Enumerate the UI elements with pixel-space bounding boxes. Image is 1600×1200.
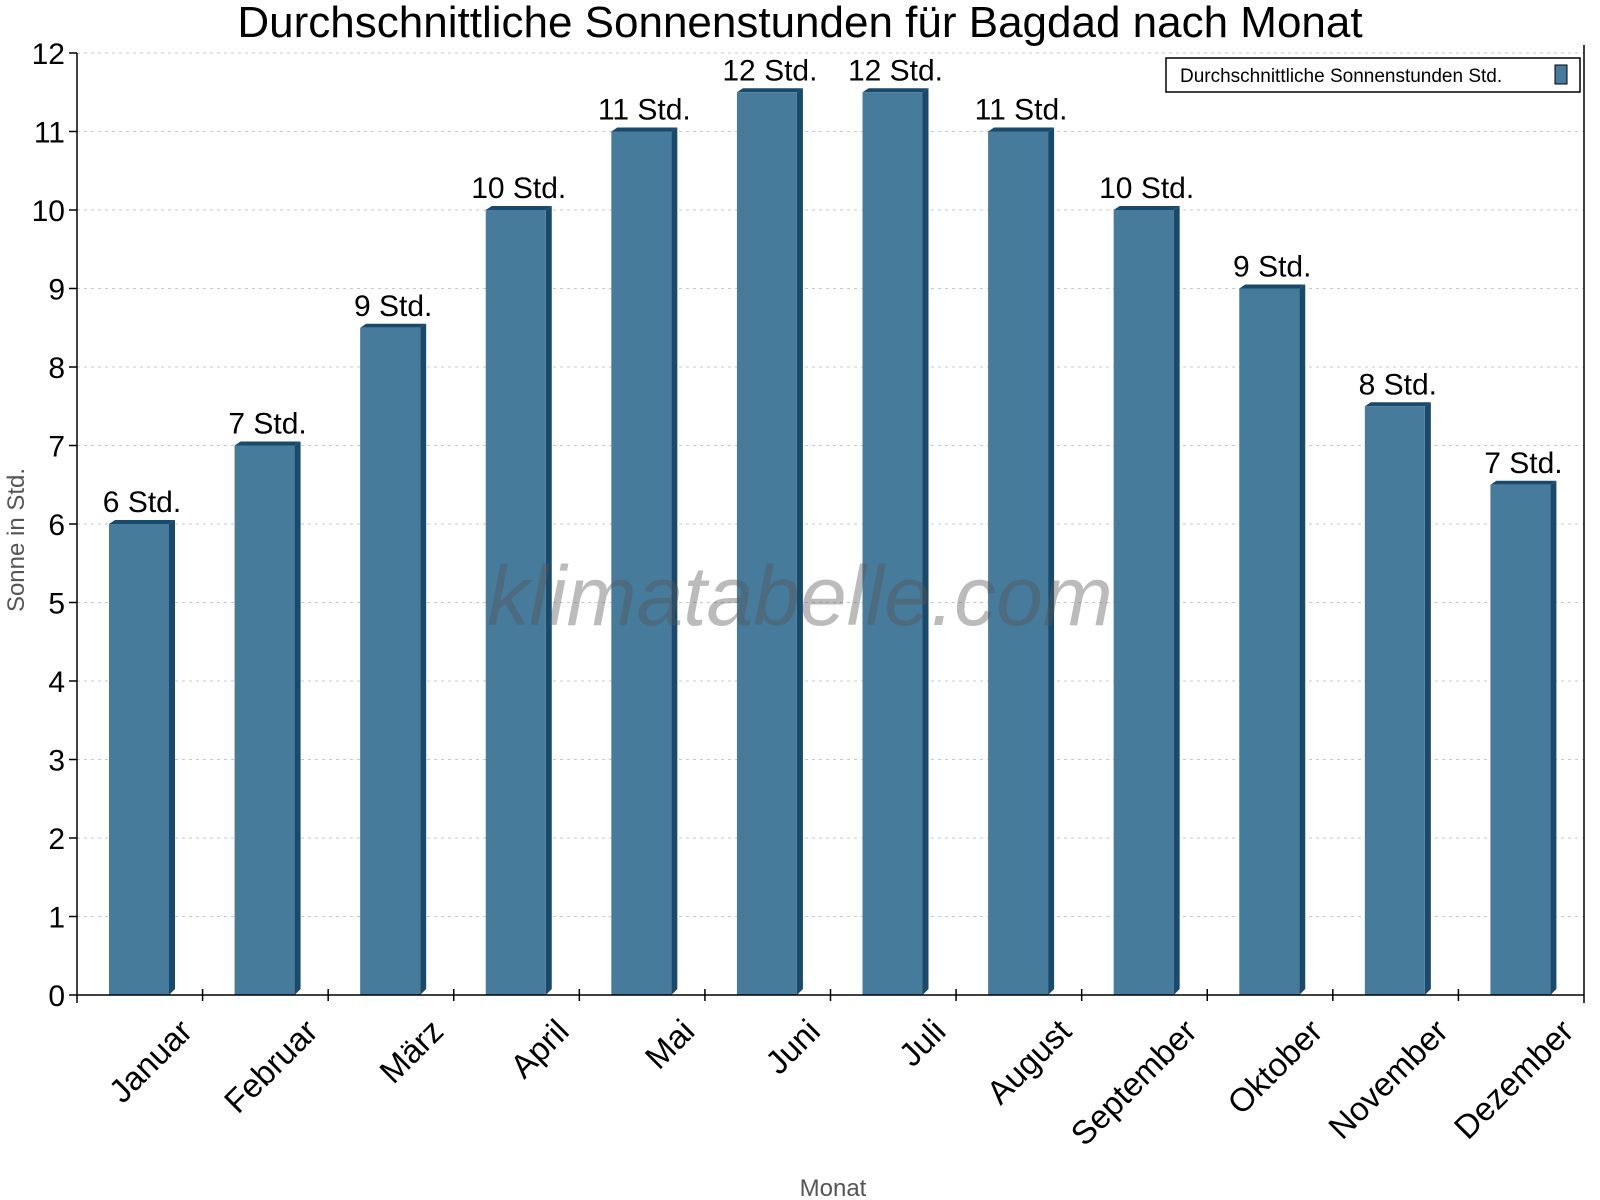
legend-box [1165, 57, 1581, 93]
watermark: klimatabelle.com [487, 549, 1113, 643]
bar [1364, 406, 1425, 995]
x-tick-label: Mai [638, 1012, 702, 1076]
data-label: 11 Std. [598, 94, 691, 127]
bar-side [420, 323, 427, 995]
bar-side [169, 520, 175, 995]
bar [1239, 288, 1300, 995]
bar [862, 92, 923, 995]
x-tick-label: Februar [217, 1012, 325, 1120]
bar [109, 524, 169, 995]
bar-side [922, 88, 929, 995]
data-label: 6 Std. [103, 486, 181, 519]
bar [485, 210, 546, 995]
y-tick-label: 1 [48, 902, 65, 935]
bar [1113, 210, 1174, 995]
bar-side [294, 441, 301, 995]
x-tick-label: März [372, 1012, 450, 1090]
data-label: 12 Std. [722, 54, 817, 87]
legend: Durchschnittliche Sonnenstunden Std. [1165, 57, 1581, 93]
data-label: 10 Std. [471, 172, 566, 205]
y-tick-label: 9 [48, 274, 65, 307]
bar-side [671, 127, 678, 995]
bar-top [1113, 206, 1180, 210]
bar-side [796, 88, 803, 995]
y-tick-label: 8 [48, 352, 65, 385]
bar [1490, 484, 1551, 995]
y-tick-label: 0 [48, 980, 65, 1013]
data-label: 11 Std. [975, 94, 1068, 127]
data-label: 12 Std. [848, 54, 943, 87]
y-tick-label: 7 [48, 431, 65, 464]
bar-top [862, 88, 929, 93]
x-tick-label: Januar [102, 1012, 200, 1110]
y-tick-label: 6 [48, 509, 65, 542]
y-tick-label: 4 [48, 666, 65, 699]
bar-side [1048, 127, 1055, 995]
x-tick-label: November [1321, 1012, 1455, 1146]
x-tick-label: Dezember [1447, 1012, 1581, 1146]
data-label: 9 Std. [354, 290, 432, 323]
bar-top [1239, 284, 1306, 289]
x-tick-label: Juni [758, 1012, 827, 1081]
bar-top [485, 206, 552, 210]
x-tick-label: April [503, 1012, 576, 1085]
x-tick-label: September [1063, 1012, 1203, 1152]
bar [360, 327, 421, 995]
y-tick-label: 11 [34, 117, 65, 150]
x-tick-label: Juli [891, 1012, 952, 1073]
bar-top [109, 520, 175, 524]
data-label: 9 Std. [1233, 251, 1311, 284]
bar-top [1490, 480, 1557, 485]
y-tick-label: 10 [32, 195, 65, 228]
data-label: 7 Std. [228, 408, 306, 441]
bars [109, 88, 1557, 995]
bar-side [1550, 480, 1557, 995]
bar [611, 131, 672, 995]
legend-label: Durchschnittliche Sonnenstunden Std. [1180, 66, 1502, 87]
bar-top [611, 127, 678, 132]
data-labels: 6 Std. 7 Std. 9 Std. 10 Std. 11 Std. 12 Std. 1… [103, 54, 1563, 519]
data-label: 7 Std. [1484, 447, 1562, 480]
bar-top [988, 127, 1055, 132]
x-tick-label: August [979, 1012, 1078, 1111]
bar-side [1299, 284, 1306, 995]
bar-side [545, 206, 552, 995]
bar-top [234, 441, 301, 446]
bar-top [1364, 402, 1431, 407]
bar [988, 131, 1049, 995]
data-label: 10 Std. [1099, 172, 1194, 205]
bar-side [1424, 402, 1431, 995]
y-tick-label: 2 [48, 823, 65, 856]
bar [234, 445, 295, 995]
x-axis-title: Monat [800, 1175, 867, 1200]
x-tick-label: Oktober [1220, 1012, 1329, 1121]
y-tick-label: 12 [32, 38, 65, 71]
y-tick-label: 3 [48, 745, 65, 778]
legend-swatch [1554, 64, 1568, 85]
gridlines [77, 52, 1584, 917]
bar [736, 92, 797, 995]
bar-top [736, 88, 803, 93]
bar-top [360, 323, 427, 328]
chart-title: Durchschnittliche Sonnenstunden für Bagd… [237, 0, 1362, 47]
bar-side [1173, 206, 1180, 995]
y-axis-title: Sonne in Std. [3, 468, 30, 612]
y-tick-label: 5 [48, 588, 65, 621]
data-label: 8 Std. [1359, 368, 1437, 401]
